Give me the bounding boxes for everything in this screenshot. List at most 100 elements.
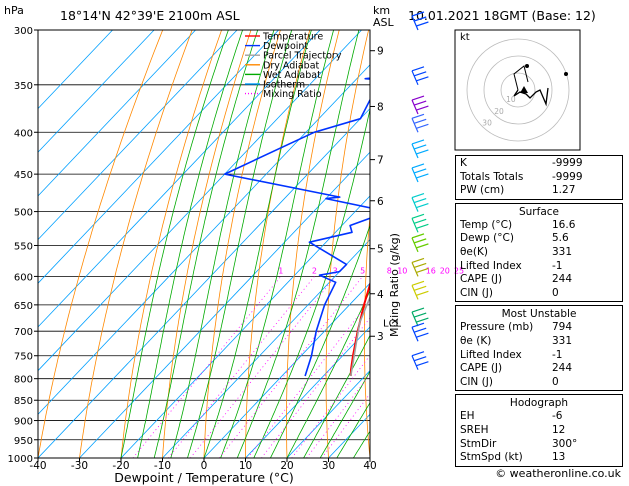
wind-barb-flag xyxy=(411,351,425,357)
legend-label: Isotherm xyxy=(263,80,305,91)
wind-barb-flag xyxy=(414,71,427,77)
surface-cape-label: CAPE (J) xyxy=(460,273,503,286)
mu-li-label: Lifted Index xyxy=(460,348,522,361)
mu-pressure-value: 794 xyxy=(552,321,573,334)
parcel-trajectory-line xyxy=(350,295,370,377)
wind-barb-staff xyxy=(411,15,419,31)
pressure-tick-label: 850 xyxy=(14,396,33,407)
wind-barb-staff xyxy=(411,197,419,212)
wind-barb-flag xyxy=(414,16,427,22)
hodograph-ring-label: 20 xyxy=(494,107,504,116)
wind-barb-staff xyxy=(411,285,419,300)
mu-cape-label: CAPE (J) xyxy=(460,362,503,375)
dewpoint-line xyxy=(223,77,370,377)
isotherm-line xyxy=(38,30,113,110)
stmspd-label: StmSpd (kt) xyxy=(460,451,523,464)
temperature-tick-label: 20 xyxy=(280,460,293,472)
copyright: © weatheronline.co.uk xyxy=(495,467,621,480)
wind-barb-staff xyxy=(411,167,419,183)
isotherm-line xyxy=(38,30,155,153)
wind-barb-staff xyxy=(411,99,419,115)
mixing-ratio-axis-label: Mixing Ratio (g/kg) xyxy=(388,233,401,337)
dry-adiabat-line xyxy=(79,30,193,458)
mixing-ratio-label: 2 xyxy=(312,266,317,275)
hodograph-ring xyxy=(466,38,570,142)
pressure-tick-label: 600 xyxy=(14,272,33,283)
height-tick-label: 8 xyxy=(377,102,384,114)
wind-barb-flag xyxy=(411,213,425,219)
hodograph-stats-title: Hodograph xyxy=(509,397,569,410)
surface-temp-value: 16.6 xyxy=(552,218,576,231)
isotherm-line xyxy=(203,282,370,458)
mixing-ratio-line xyxy=(168,276,315,458)
wet-adiabat-line xyxy=(270,224,370,458)
wind-barb-staff xyxy=(411,326,419,342)
most-unstable-title: Most Unstable xyxy=(501,308,577,321)
pressure-tick-label: 750 xyxy=(14,352,33,363)
isotherm-line xyxy=(38,30,196,197)
height-tick-label: 9 xyxy=(377,46,384,58)
hodograph-storm-vector xyxy=(513,65,529,91)
mixing-ratio-label: 8 xyxy=(387,266,392,275)
isotherm-line xyxy=(38,30,321,328)
legend-label: Mixing Ratio xyxy=(263,89,322,100)
lcl-label: LCL xyxy=(383,319,402,330)
mixing-ratio-label: 1 xyxy=(278,266,283,275)
pressure-tick-label: 300 xyxy=(14,26,33,37)
surface-theta-label: θe(K) xyxy=(460,245,488,258)
wet-adiabat-line xyxy=(137,30,243,458)
eh-value: -6 xyxy=(552,410,563,423)
mu-pressure-label: Pressure (mb) xyxy=(460,321,534,334)
mu-cin-value: 0 xyxy=(552,375,559,388)
isotherm-line xyxy=(38,64,370,415)
wind-barb-flag xyxy=(416,76,429,82)
temperature-tick-label: -10 xyxy=(154,460,171,472)
temperature-tick-label: 0 xyxy=(201,460,208,472)
most-unstable-box: Most Unstable Pressure (mb) 794 θe (K) 331… xyxy=(455,305,623,392)
wet-adiabat-line xyxy=(120,30,229,458)
dry-adiabat-line xyxy=(38,30,164,458)
dry-adiabat-line xyxy=(245,30,311,458)
stmdir-value: 300° xyxy=(552,437,578,450)
wind-barb-flag xyxy=(416,290,429,296)
surface-cin-value: 0 xyxy=(552,286,559,299)
isotherm-line xyxy=(38,30,279,284)
wind-barb-flag xyxy=(416,203,429,209)
pw-label: PW (cm) xyxy=(460,184,505,197)
temperature-tick-label: 10 xyxy=(239,460,252,472)
isotherm-line xyxy=(79,151,370,458)
wind-barb-staff xyxy=(411,70,419,86)
wet-adiabat-line xyxy=(336,401,370,458)
legend-label: Dry Adiabat xyxy=(263,60,320,71)
km-unit-label: km xyxy=(373,4,390,17)
height-tick-label: 3 xyxy=(377,331,384,343)
hodograph-point xyxy=(564,72,568,76)
wind-barb-flag xyxy=(411,280,425,286)
mu-theta-value: 331 xyxy=(552,334,573,347)
wind-barb-flag xyxy=(416,317,429,323)
wind-barb-flag xyxy=(416,361,429,367)
hodograph-ring-label: 10 xyxy=(506,95,516,104)
mu-li-value: -1 xyxy=(552,348,563,361)
isotherm-line xyxy=(245,326,370,458)
wet-adiabat-line xyxy=(220,30,334,458)
wet-adiabat-line xyxy=(236,30,360,458)
wind-barb-flag xyxy=(411,66,425,72)
wind-barb-flag xyxy=(414,356,427,362)
legend-label: Wet Adiabat xyxy=(263,70,321,81)
mixing-ratio-label: 3 xyxy=(333,266,338,275)
dry-adiabat-line xyxy=(203,30,281,458)
wind-barb-flag xyxy=(411,257,425,263)
temperature-tick-label: 30 xyxy=(322,460,335,472)
mu-theta-label: θe (K) xyxy=(460,334,492,347)
hodograph-point xyxy=(525,64,529,68)
wind-barb-flag xyxy=(414,327,427,333)
mixing-ratio-line xyxy=(219,276,364,458)
height-tick-label: 5 xyxy=(377,244,384,256)
storm-motion-marker xyxy=(520,86,528,93)
hodograph-ring xyxy=(500,72,536,108)
isotherm-line xyxy=(38,30,238,241)
wind-barb-staff xyxy=(411,355,419,370)
wind-barb-flag xyxy=(414,144,427,150)
isotherm-line xyxy=(286,370,370,458)
